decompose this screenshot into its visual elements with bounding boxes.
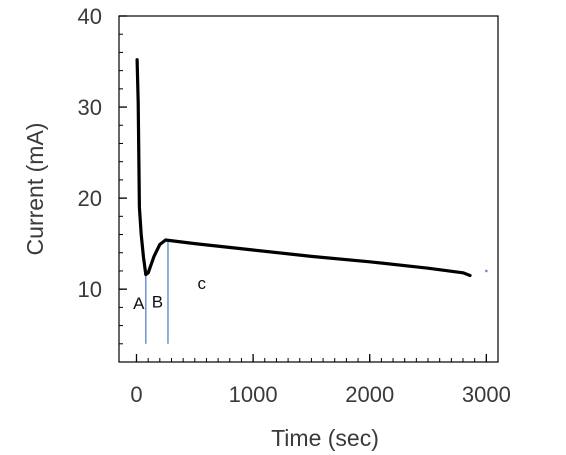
plot-frame bbox=[118, 15, 499, 363]
y-tick-label: 10 bbox=[78, 277, 102, 302]
x-tick-label: 1000 bbox=[229, 382, 278, 407]
y-tick-label: 30 bbox=[78, 95, 102, 120]
y-axis-title: Current (mA) bbox=[22, 123, 48, 256]
annotations: A Bc bbox=[133, 274, 206, 313]
y-tick-label: 40 bbox=[78, 4, 102, 29]
minor-ticks bbox=[119, 15, 499, 362]
x-tick-label: 3000 bbox=[462, 382, 511, 407]
x-tick-labels: 0 1000 2000 3000 bbox=[130, 382, 510, 407]
major-ticks bbox=[119, 15, 487, 362]
current-series-line bbox=[135, 58, 472, 278]
y-tick-labels: 10 20 30 40 bbox=[78, 4, 102, 302]
region-label: c bbox=[198, 274, 207, 293]
y-tick-label: 20 bbox=[78, 186, 102, 211]
x-tick-label: 2000 bbox=[345, 382, 394, 407]
region-label: A bbox=[133, 294, 145, 313]
end-marker bbox=[485, 269, 488, 273]
x-tick-label: 0 bbox=[130, 382, 142, 407]
region-boundaries bbox=[145, 239, 169, 344]
region-label: B bbox=[152, 292, 163, 311]
series bbox=[135, 58, 488, 278]
x-axis-title: Time (sec) bbox=[271, 425, 379, 451]
